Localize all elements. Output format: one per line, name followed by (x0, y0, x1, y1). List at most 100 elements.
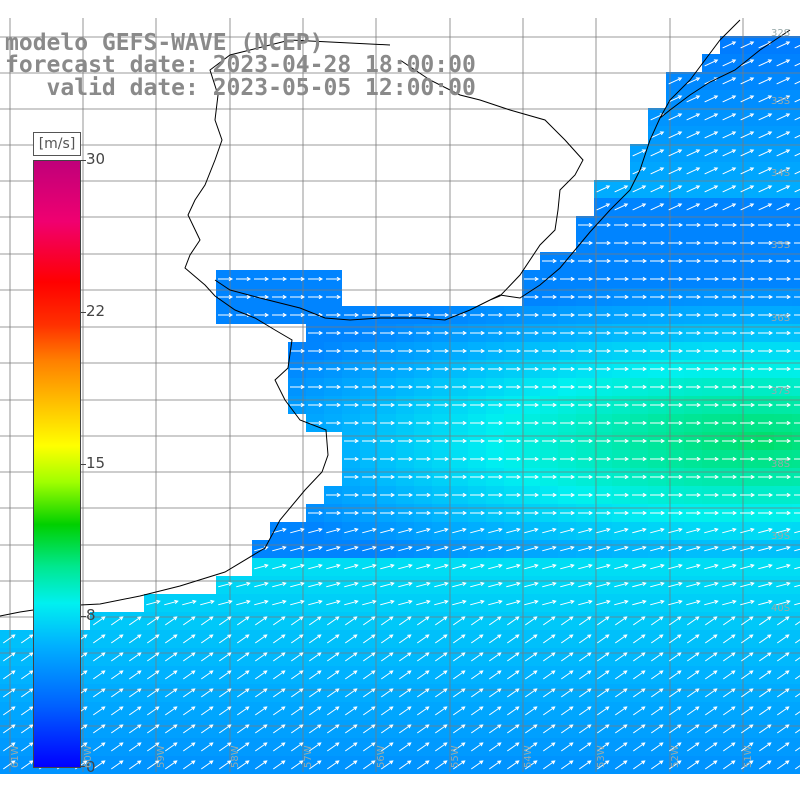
wind-arrow (668, 420, 684, 426)
wind-arrow (722, 634, 736, 644)
wind-arrow (794, 693, 800, 698)
wind-arrow (578, 527, 593, 534)
wind-arrow (704, 724, 718, 734)
wind-arrow (596, 258, 612, 264)
wind-arrow (146, 724, 160, 734)
wind-arrow (704, 742, 718, 752)
wind-arrow (596, 402, 612, 408)
wind-arrow (488, 760, 502, 770)
wind-arrow (740, 77, 755, 85)
wind-arrow (614, 185, 629, 193)
wind-arrow (542, 527, 557, 534)
wind-arrow (794, 224, 800, 226)
wind-arrow (380, 760, 394, 770)
wind-arrow (668, 581, 683, 588)
wind-arrow (182, 742, 196, 752)
wind-arrow (488, 581, 503, 588)
wind-arrow (758, 474, 774, 480)
wind-arrow (560, 312, 576, 318)
wind-arrow (686, 95, 701, 103)
lat-label: 40S (771, 603, 791, 614)
wind-arrow (758, 59, 773, 67)
wind-arrow (794, 152, 800, 157)
wind-cell (792, 144, 800, 162)
wind-arrow (686, 294, 702, 300)
wind-arrow (380, 510, 396, 516)
wind-arrow (794, 639, 800, 644)
wind-arrow (758, 616, 772, 626)
wind-arrow (524, 276, 540, 282)
wind-arrow (362, 724, 376, 734)
wind-arrow (650, 474, 666, 480)
wind-arrow (740, 222, 756, 228)
wind-arrow (290, 616, 304, 626)
wind-arrow (794, 242, 800, 244)
wind-arrow (578, 688, 592, 698)
wind-arrow (776, 474, 792, 480)
wind-arrow (326, 724, 340, 734)
wind-arrow (740, 634, 754, 644)
wind-cell (792, 90, 800, 108)
wind-arrow (524, 652, 538, 662)
wind-arrow (650, 492, 666, 498)
wind-arrow (704, 670, 718, 680)
wind-arrow (740, 652, 754, 662)
wind-arrow (596, 384, 612, 390)
wind-arrow (758, 563, 773, 570)
wind-arrow (650, 510, 666, 516)
wind-arrow (506, 706, 520, 716)
wind-arrow (668, 276, 684, 282)
wind-arrow (470, 706, 484, 716)
wind-arrow (470, 599, 485, 606)
wind-arrow (614, 330, 630, 336)
wind-arrow (686, 688, 700, 698)
wind-arrow (362, 402, 378, 408)
wind-arrow (614, 366, 630, 372)
wind-arrow (632, 348, 648, 354)
wind-arrow (380, 330, 396, 336)
wind-arrow (326, 670, 340, 680)
wind-arrow (290, 276, 306, 282)
wind-arrow (704, 563, 719, 570)
wind-arrow (650, 456, 666, 462)
wind-arrow (524, 420, 540, 426)
legend-tick-30: 30 (86, 150, 106, 168)
wind-arrow (740, 420, 756, 426)
wind-arrow (794, 44, 800, 49)
wind-arrow (290, 688, 304, 698)
wind-cell (792, 36, 800, 54)
wind-arrow (578, 258, 594, 264)
wind-arrow (308, 276, 324, 282)
wind-arrow (776, 203, 791, 211)
wind-arrow (326, 366, 342, 372)
wind-arrow (380, 348, 396, 354)
wind-arrow (362, 330, 378, 336)
wind-arrow (290, 402, 306, 408)
wind-arrow (650, 634, 664, 644)
lon-label: 61W (10, 745, 21, 768)
wind-arrow (650, 527, 665, 534)
wind-arrow (452, 402, 468, 408)
wind-arrow (776, 258, 792, 264)
wind-arrow (794, 116, 800, 121)
wind-arrow (596, 474, 612, 480)
wind-arrow (704, 420, 720, 426)
wind-arrow (434, 616, 448, 626)
wind-arrow (524, 634, 538, 644)
wind-arrow (380, 527, 395, 534)
wind-arrow (560, 563, 575, 570)
wind-arrow (434, 366, 450, 372)
wind-arrow (542, 348, 558, 354)
wind-arrow (686, 616, 700, 626)
wind-arrow (236, 616, 250, 626)
wind-arrow (776, 634, 790, 644)
wind-arrow (578, 616, 592, 626)
wind-arrow (524, 492, 540, 498)
wind-arrow (596, 563, 611, 570)
wind-arrow (452, 742, 466, 752)
lat-label: 32S (771, 28, 791, 39)
wind-arrow (542, 474, 558, 480)
legend-tick-15: 15 (86, 454, 106, 472)
wind-arrow (686, 203, 701, 211)
